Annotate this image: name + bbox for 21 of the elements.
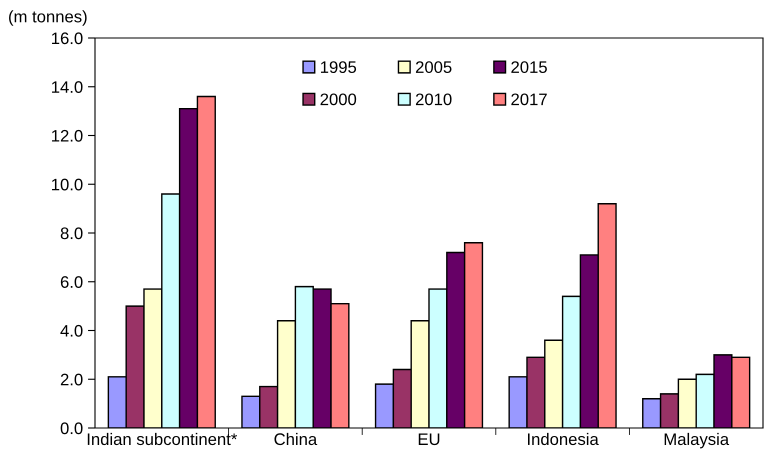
legend-label: 2010 [416, 93, 452, 106]
y-tick-label: 10.0 [52, 178, 83, 190]
y-tick-label: 2.0 [60, 374, 83, 386]
y-tick-label: 14.0 [52, 81, 83, 93]
y-tick-label: 4.0 [60, 324, 83, 337]
legend-label: 2017 [511, 93, 547, 106]
y-tick-label: 6.0 [60, 276, 83, 288]
x-tick-label: China [274, 432, 318, 446]
x-tick-label: Indonesia [528, 432, 599, 446]
x-tick-label: Indian subcontinent* [88, 432, 238, 446]
legend-label: 2005 [416, 61, 452, 74]
y-tick-label: 8.0 [60, 227, 83, 240]
y-tick-label: 16.0 [52, 32, 83, 44]
legend-label: 1995 [320, 61, 356, 74]
legend-label: 2015 [511, 61, 547, 74]
y-tick-label: 0.0 [60, 422, 83, 434]
x-tick-label: Malaysia [664, 432, 730, 448]
y-axis-title: (m tonnes) [9, 10, 87, 26]
x-tick-label: EU [418, 433, 440, 446]
y-tick-label: 12.0 [52, 130, 83, 142]
legend-label: 2000 [320, 93, 356, 106]
